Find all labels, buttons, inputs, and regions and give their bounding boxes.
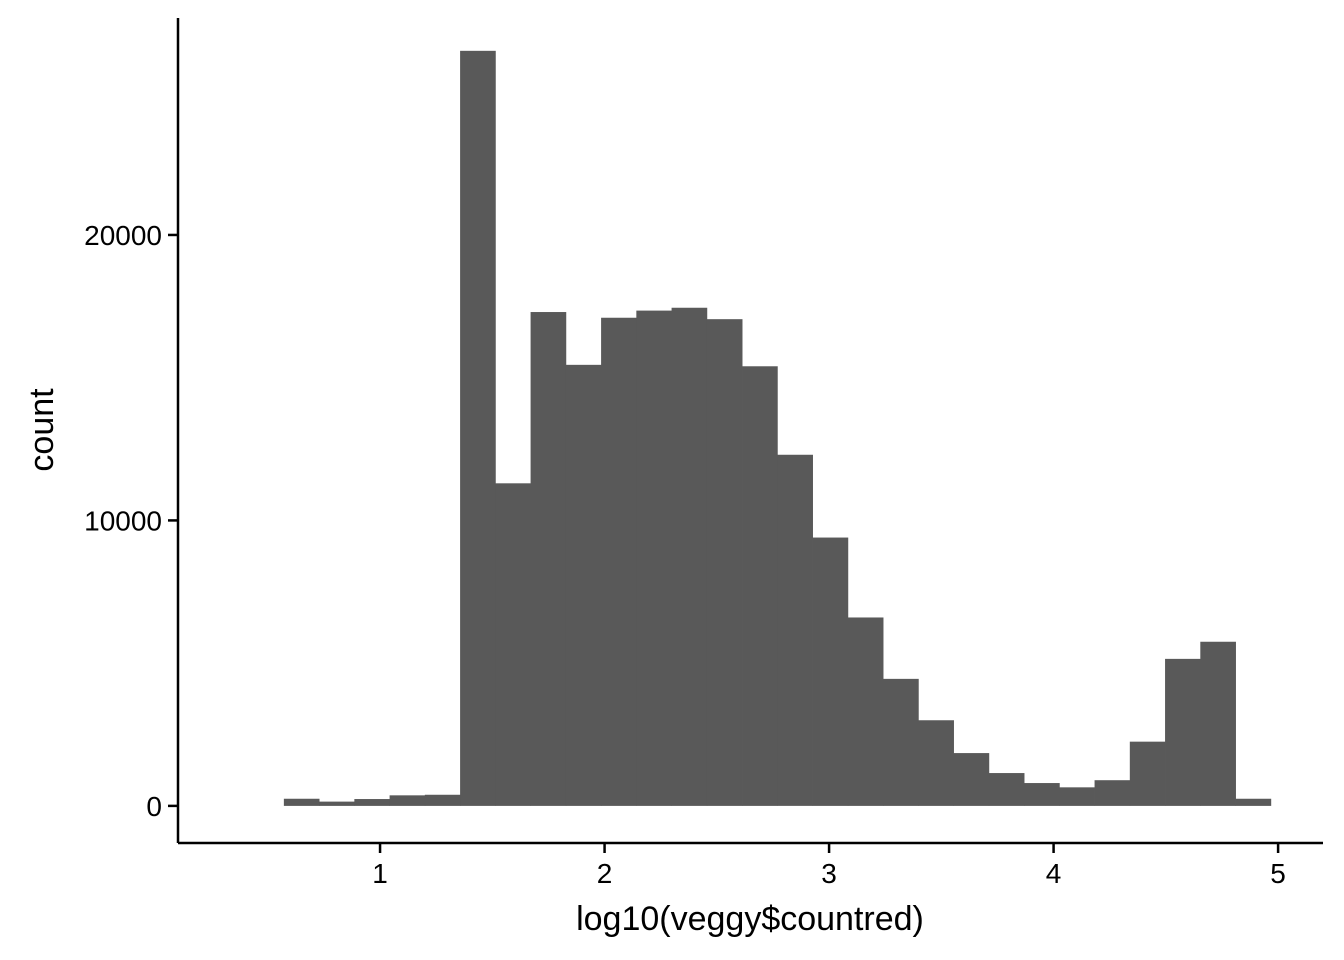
histogram-bar — [495, 483, 531, 806]
histogram-bar — [1235, 798, 1272, 806]
histogram-bar — [953, 753, 990, 806]
x-tick-label: 4 — [1046, 858, 1062, 889]
histogram-bar — [565, 364, 602, 806]
histogram-bar — [918, 720, 954, 806]
x-tick-label: 3 — [821, 858, 837, 889]
histogram-bars — [283, 50, 1272, 806]
histogram-bar — [742, 366, 778, 806]
y-tick-label: 10000 — [84, 505, 162, 536]
y-tick-label: 20000 — [84, 220, 162, 251]
histogram-bar — [460, 50, 496, 806]
y-axis-ticks: 0 10000 20000 — [84, 220, 178, 822]
histogram-bar — [530, 312, 567, 806]
histogram-bar — [1165, 658, 1201, 806]
histogram-bar — [283, 798, 320, 806]
histogram-bar — [988, 773, 1025, 806]
histogram-bar — [1059, 787, 1095, 806]
histogram-bar — [671, 307, 708, 806]
histogram-bar — [847, 617, 884, 806]
y-axis-title: count — [23, 388, 61, 472]
histogram-bar — [636, 310, 672, 806]
x-axis-ticks: 1 2 3 4 5 — [372, 843, 1286, 889]
histogram-bar — [424, 794, 461, 806]
histogram-bar — [1094, 780, 1131, 806]
x-tick-label: 2 — [597, 858, 613, 889]
histogram-bar — [319, 801, 355, 806]
histogram-bar — [1129, 741, 1166, 806]
x-tick-label: 5 — [1270, 858, 1286, 889]
histogram-bar — [777, 454, 813, 806]
histogram-bar — [1200, 641, 1236, 806]
y-tick-label: 0 — [146, 791, 162, 822]
histogram-bar — [812, 537, 849, 806]
histogram-bar — [706, 319, 743, 806]
histogram-bar — [883, 678, 919, 806]
histogram-bar — [389, 795, 426, 806]
histogram-bar — [1024, 783, 1060, 806]
x-axis-title: log10(veggy$countred) — [576, 900, 924, 938]
x-tick-label: 1 — [372, 858, 388, 889]
histogram-bar — [601, 317, 637, 806]
histogram-bar — [354, 799, 390, 806]
